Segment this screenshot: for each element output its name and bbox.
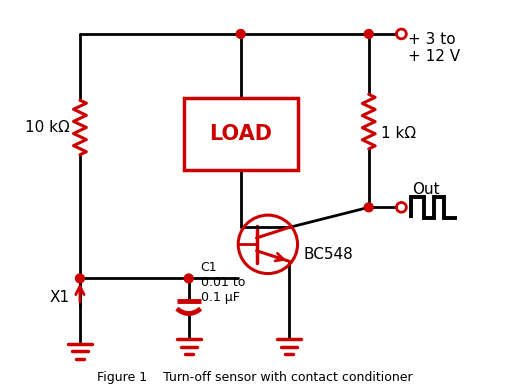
Text: BC548: BC548 [303, 247, 353, 261]
Text: + 3 to
+ 12 V: + 3 to + 12 V [408, 32, 460, 65]
Text: X1: X1 [50, 291, 70, 305]
Text: LOAD: LOAD [209, 124, 272, 144]
Text: Out: Out [411, 182, 439, 197]
Circle shape [184, 274, 193, 283]
Text: 1 kΩ: 1 kΩ [380, 126, 415, 141]
Text: Figure 1    Turn-off sensor with contact conditioner: Figure 1 Turn-off sensor with contact co… [97, 371, 412, 384]
Circle shape [75, 274, 84, 283]
Circle shape [236, 30, 245, 39]
Circle shape [363, 30, 373, 39]
Circle shape [363, 203, 373, 212]
Text: 10 kΩ: 10 kΩ [25, 120, 70, 135]
Text: C1
0.01 to
0.1 μF: C1 0.01 to 0.1 μF [200, 261, 244, 304]
FancyBboxPatch shape [183, 98, 297, 170]
